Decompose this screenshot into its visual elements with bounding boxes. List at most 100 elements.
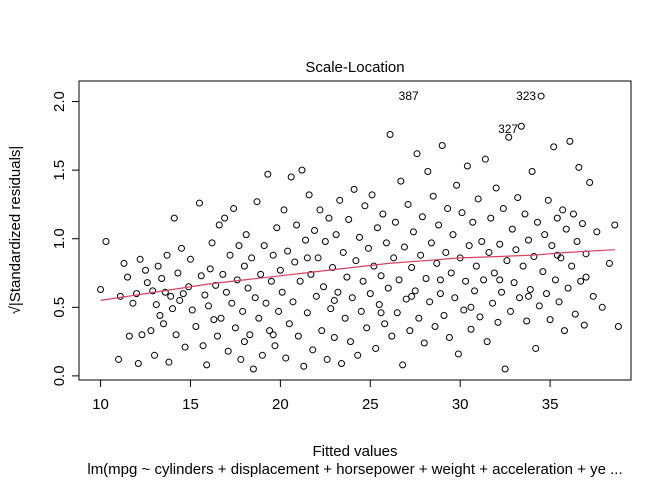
data-point [237, 355, 245, 363]
data-point [525, 236, 533, 244]
data-point [287, 173, 295, 181]
data-point [309, 346, 317, 354]
data-point [514, 194, 522, 202]
data-point [471, 287, 479, 295]
x-axis: 10 15 20 25 30 35 [92, 379, 559, 413]
data-point [347, 338, 355, 346]
data-point [280, 206, 288, 214]
data-point [485, 248, 493, 256]
data-point [431, 323, 439, 331]
data-point [373, 224, 381, 232]
data-point [293, 221, 301, 229]
data-point [213, 332, 221, 340]
data-point [197, 272, 205, 280]
data-point [467, 325, 475, 333]
data-point [580, 321, 588, 329]
x-tick-label: 35 [542, 396, 559, 413]
data-point [386, 130, 394, 138]
data-point [230, 205, 238, 213]
data-point [532, 344, 540, 352]
data-point [424, 168, 432, 176]
data-point [408, 264, 416, 272]
data-point [341, 314, 349, 322]
data-point [302, 236, 310, 244]
data-point [154, 262, 162, 270]
y-tick-label: 1.0 [51, 228, 68, 249]
data-point [519, 262, 527, 270]
data-point [444, 205, 452, 213]
data-point [291, 258, 299, 266]
data-point [285, 320, 293, 328]
data-point [215, 221, 223, 229]
data-point [541, 231, 549, 239]
data-point [476, 313, 484, 321]
data-point [151, 351, 159, 359]
data-point [160, 320, 168, 328]
data-point [375, 301, 383, 309]
data-point [201, 291, 209, 299]
data-point [483, 338, 491, 346]
chart-title: Scale-Location [305, 59, 404, 76]
data-point [503, 257, 511, 265]
data-point [436, 290, 444, 298]
data-point [255, 314, 263, 322]
data-point [614, 323, 622, 331]
data-point [248, 254, 256, 262]
y-axis: 0.0 0.5 1.0 1.5 2.0 [51, 91, 80, 386]
data-point [577, 277, 585, 285]
data-point [399, 361, 407, 369]
data-point [415, 314, 423, 322]
data-point [208, 239, 216, 247]
data-point [163, 251, 171, 259]
data-point [97, 285, 105, 293]
data-point [226, 251, 234, 259]
data-point [496, 276, 504, 284]
data-point [136, 255, 144, 263]
data-point [546, 316, 554, 324]
data-point [499, 205, 507, 213]
data-point [350, 185, 358, 193]
data-point [505, 133, 513, 141]
data-point [363, 324, 371, 332]
data-point [260, 242, 268, 250]
data-point [516, 294, 524, 302]
data-point [161, 288, 169, 296]
data-point [517, 122, 525, 130]
data-point [296, 277, 304, 285]
data-point [177, 244, 185, 252]
data-point [320, 283, 328, 291]
data-point [264, 170, 272, 178]
data-point [571, 310, 579, 318]
data-point [316, 206, 324, 214]
data-point [125, 332, 133, 340]
data-point [469, 218, 477, 226]
data-point [463, 162, 471, 170]
data-point [397, 177, 405, 185]
data-point [133, 290, 141, 298]
data-point [219, 270, 227, 278]
data-point [321, 237, 329, 245]
data-point [418, 213, 426, 221]
data-point [339, 248, 347, 256]
data-point [143, 279, 151, 287]
data-points [97, 92, 622, 373]
data-point [542, 290, 550, 298]
data-point [377, 309, 385, 317]
data-point [496, 240, 504, 248]
data-point [221, 214, 229, 222]
data-point [253, 198, 261, 206]
data-point [305, 191, 313, 199]
data-point [589, 292, 597, 300]
smoother-path [100, 249, 615, 301]
data-point [210, 316, 218, 324]
data-point [426, 298, 434, 306]
data-point [278, 288, 286, 296]
data-point [124, 273, 132, 281]
data-point [453, 181, 461, 189]
x-tick-label: 20 [272, 396, 289, 413]
data-point [311, 227, 319, 234]
smoother-line [100, 249, 615, 301]
x-tick-label: 10 [92, 396, 109, 413]
data-point [578, 220, 586, 228]
data-point [548, 242, 556, 250]
